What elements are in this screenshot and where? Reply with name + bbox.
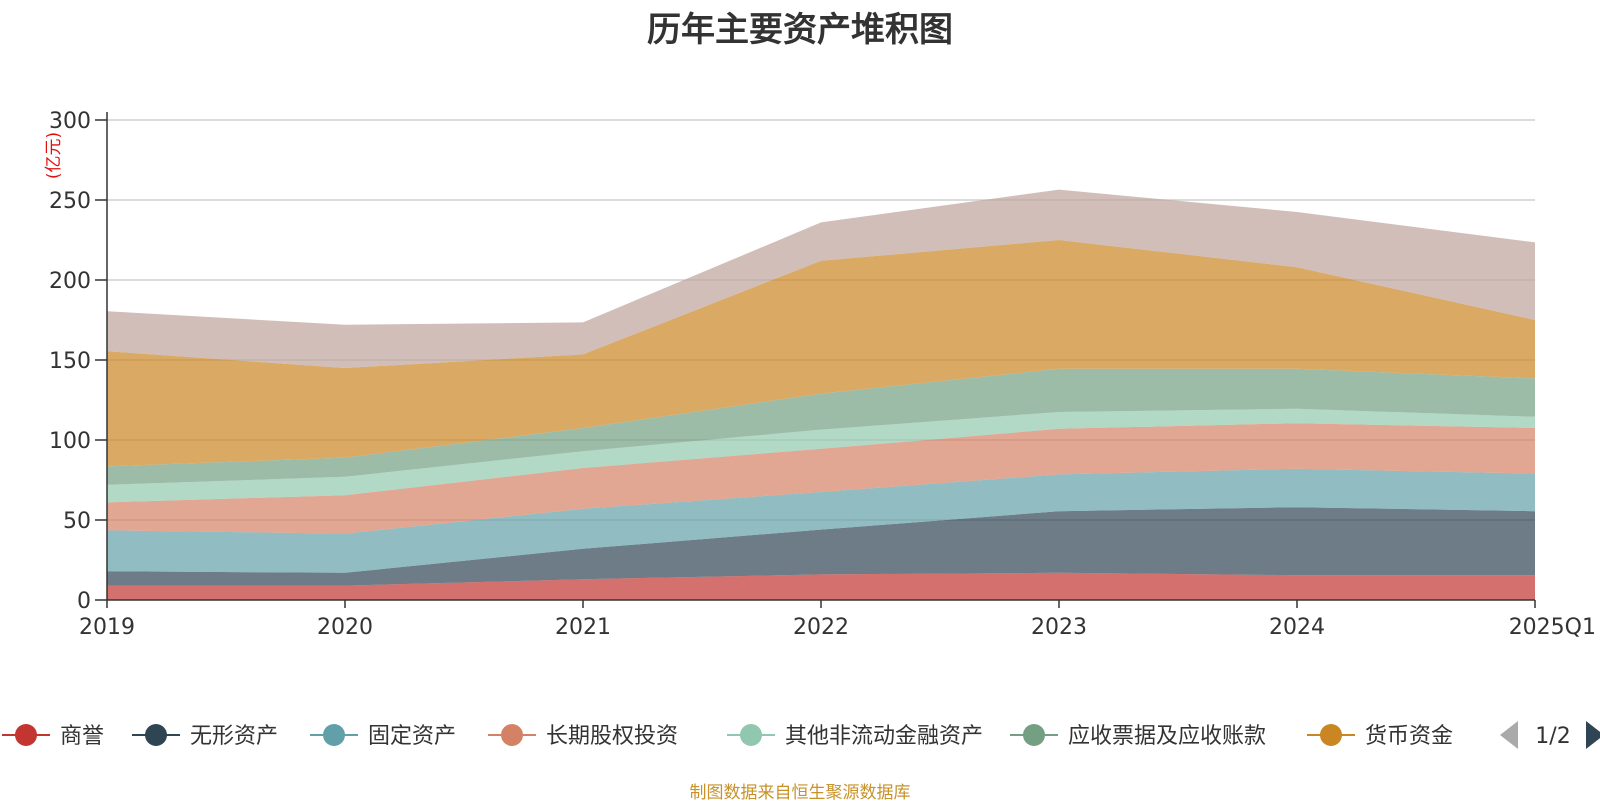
legend-label: 长期股权投资 [546,724,678,749]
x-tick-label: 2025Q1 [1509,615,1596,640]
legend-item[interactable]: 无形资产 [132,724,278,749]
legend-label: 其他非流动金融资产 [785,724,983,749]
legend-item[interactable]: 货币资金 [1307,724,1453,749]
x-tick-label: 2019 [79,615,135,640]
legend-item[interactable]: 商誉 [2,724,104,749]
legend-label: 应收票据及应收账款 [1068,724,1266,749]
area-series [107,468,1535,573]
legend-marker [145,724,167,746]
legend-marker [740,724,762,746]
legend-marker [1023,724,1045,746]
legend-label: 固定资产 [368,724,456,749]
legend-label: 货币资金 [1365,724,1453,749]
legend-item[interactable]: 其他非流动金融资产 [727,724,983,749]
legend-marker [1320,724,1342,746]
legend-label: 无形资产 [190,724,278,749]
y-tick-label: 100 [49,429,91,454]
legend-item[interactable]: 长期股权投资 [488,724,678,749]
axes: 0 50 100 150 200 250 300 2019 2020 2021 2022 2023 20… [49,109,1596,640]
y-tick-label: 50 [63,509,91,534]
area-series [107,408,1535,503]
legend-page-indicator: 1/2 [1535,724,1570,749]
data-source-note: 制图数据来自恒生聚源数据库 [689,783,911,803]
legend-marker [15,724,37,746]
x-tick-label: 2022 [793,615,849,640]
y-tick-label: 200 [49,269,91,294]
legend-label: 商誉 [60,724,104,749]
area-series [107,240,1535,467]
x-tick-label: 2024 [1269,615,1325,640]
y-tick-label: 300 [49,109,91,134]
chart-title: 历年主要资产堆积图 [647,10,953,50]
area-series [107,572,1535,600]
legend-marker [323,724,345,746]
area-series [107,368,1535,485]
y-tick-label: 250 [49,189,91,214]
legend-prev-page-icon[interactable] [1500,721,1518,749]
legend-next-page-icon[interactable] [1586,721,1600,749]
legend-item[interactable]: 固定资产 [310,724,456,749]
y-tick-label: 150 [49,349,91,374]
area-series [107,507,1535,586]
legend-item[interactable]: 应收票据及应收账款 [1010,724,1266,749]
legend-marker [501,724,523,746]
x-tick-label: 2020 [317,615,373,640]
area-series [107,423,1535,534]
x-tick-label: 2021 [555,615,611,640]
legend: 商誉 无形资产 固定资产 长期股权投资 其他非流动金融资产 应收票据及应收账款 货币资金 1/… [2,721,1600,749]
x-tick-label: 2023 [1031,615,1087,640]
stacked-areas [107,189,1535,600]
area-series [107,189,1535,368]
y-tick-label: 0 [77,589,91,614]
